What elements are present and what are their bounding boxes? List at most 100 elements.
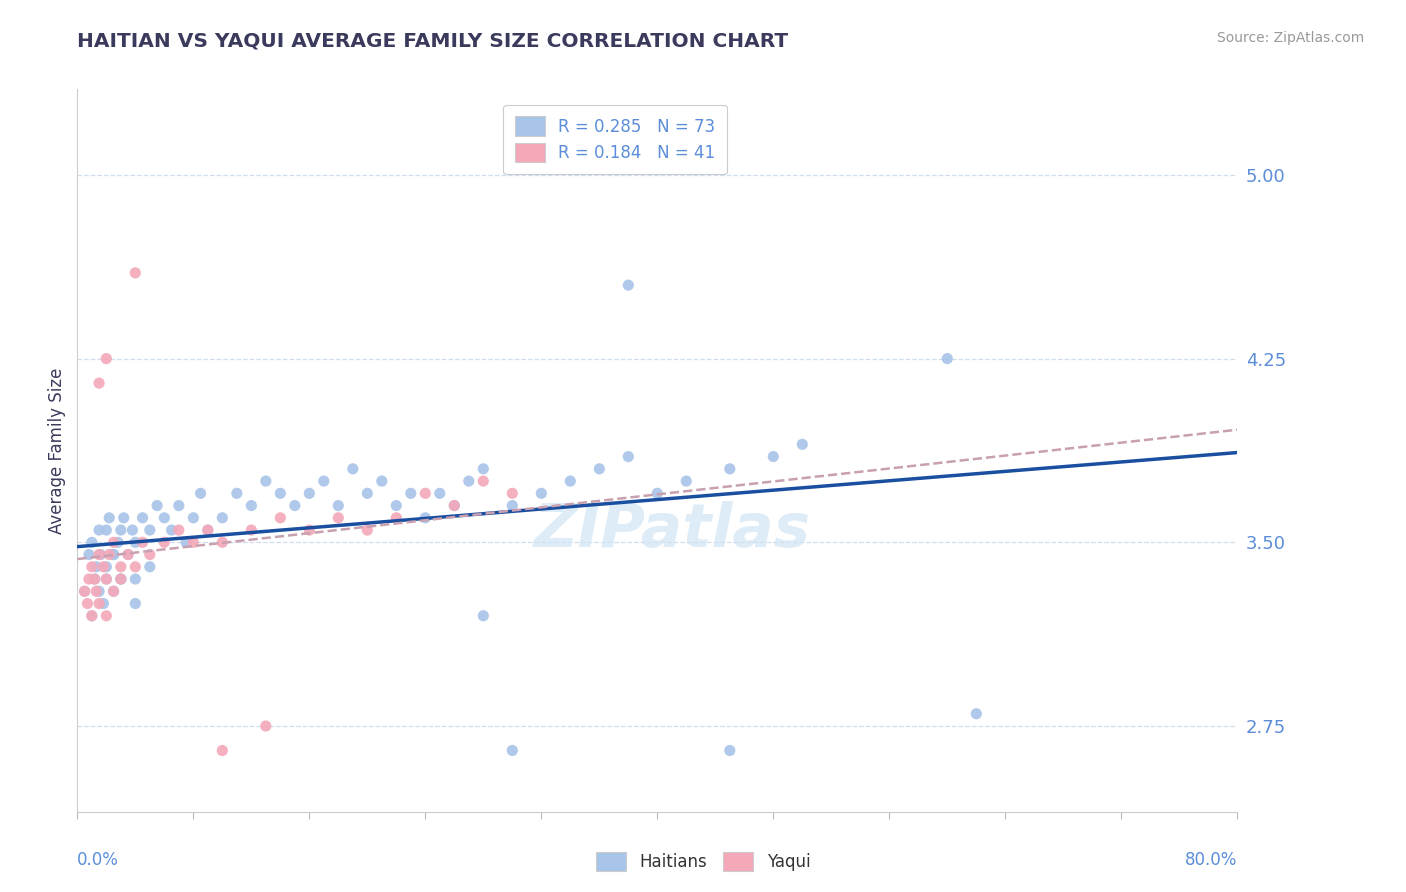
- Point: [269, 511, 291, 525]
- Point: [96, 523, 118, 537]
- Point: [675, 474, 697, 488]
- Text: ZIPatlas: ZIPatlas: [533, 500, 810, 559]
- Point: [124, 535, 146, 549]
- Point: [124, 559, 146, 574]
- Point: [117, 548, 139, 562]
- Point: [413, 511, 436, 525]
- Point: [385, 499, 408, 513]
- Point: [328, 511, 350, 525]
- Point: [139, 548, 162, 562]
- Point: [718, 743, 741, 757]
- Point: [124, 572, 146, 586]
- Point: [87, 376, 110, 390]
- Point: [103, 584, 125, 599]
- Point: [211, 535, 233, 549]
- Point: [80, 535, 103, 549]
- Point: [792, 437, 814, 451]
- Point: [98, 511, 121, 525]
- Legend: R = 0.285   N = 73, R = 0.184   N = 41: R = 0.285 N = 73, R = 0.184 N = 41: [503, 104, 727, 174]
- Point: [110, 523, 132, 537]
- Point: [356, 523, 378, 537]
- Point: [121, 523, 143, 537]
- Point: [530, 486, 553, 500]
- Point: [80, 608, 103, 623]
- Point: [110, 559, 132, 574]
- Point: [356, 486, 378, 500]
- Point: [96, 559, 118, 574]
- Text: Source: ZipAtlas.com: Source: ZipAtlas.com: [1216, 31, 1364, 45]
- Point: [762, 450, 785, 464]
- Point: [429, 486, 451, 500]
- Point: [240, 499, 263, 513]
- Point: [93, 559, 115, 574]
- Point: [225, 486, 247, 500]
- Point: [131, 535, 153, 549]
- Point: [472, 462, 495, 476]
- Point: [73, 584, 96, 599]
- Point: [190, 486, 212, 500]
- Point: [84, 559, 107, 574]
- Point: [211, 511, 233, 525]
- Point: [93, 597, 115, 611]
- Point: [87, 597, 110, 611]
- Point: [211, 743, 233, 757]
- Point: [328, 499, 350, 513]
- Point: [124, 597, 146, 611]
- Point: [501, 499, 523, 513]
- Point: [284, 499, 307, 513]
- Point: [139, 559, 162, 574]
- Point: [87, 584, 110, 599]
- Text: 80.0%: 80.0%: [1185, 851, 1237, 869]
- Y-axis label: Average Family Size: Average Family Size: [48, 368, 66, 533]
- Point: [472, 608, 495, 623]
- Point: [501, 486, 523, 500]
- Point: [131, 511, 153, 525]
- Point: [167, 523, 190, 537]
- Point: [96, 608, 118, 623]
- Point: [167, 499, 190, 513]
- Point: [617, 450, 640, 464]
- Point: [240, 523, 263, 537]
- Point: [183, 535, 205, 549]
- Point: [472, 474, 495, 488]
- Point: [146, 499, 169, 513]
- Point: [298, 486, 321, 500]
- Point: [254, 474, 277, 488]
- Point: [112, 511, 135, 525]
- Point: [965, 706, 987, 721]
- Point: [103, 584, 125, 599]
- Point: [254, 719, 277, 733]
- Point: [96, 572, 118, 586]
- Point: [298, 523, 321, 537]
- Point: [107, 535, 129, 549]
- Point: [73, 584, 96, 599]
- Point: [197, 523, 219, 537]
- Point: [117, 548, 139, 562]
- Point: [312, 474, 335, 488]
- Point: [443, 499, 465, 513]
- Point: [110, 572, 132, 586]
- Point: [87, 523, 110, 537]
- Text: 0.0%: 0.0%: [77, 851, 120, 869]
- Point: [124, 266, 146, 280]
- Point: [103, 535, 125, 549]
- Point: [153, 511, 176, 525]
- Point: [936, 351, 959, 366]
- Point: [399, 486, 422, 500]
- Point: [103, 548, 125, 562]
- Point: [139, 523, 162, 537]
- Point: [80, 559, 103, 574]
- Legend: Haitians, Yaqui: Haitians, Yaqui: [588, 843, 818, 880]
- Point: [413, 486, 436, 500]
- Point: [83, 572, 105, 586]
- Point: [174, 535, 197, 549]
- Point: [269, 486, 291, 500]
- Point: [457, 474, 479, 488]
- Point: [588, 462, 610, 476]
- Point: [77, 548, 100, 562]
- Point: [371, 474, 394, 488]
- Point: [647, 486, 669, 500]
- Point: [560, 474, 582, 488]
- Point: [110, 572, 132, 586]
- Point: [342, 462, 364, 476]
